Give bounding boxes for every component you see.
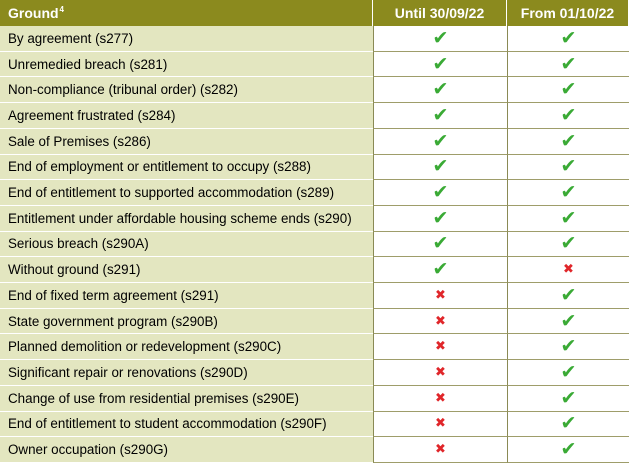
ground-cell: End of employment or entitlement to occu… <box>0 154 373 181</box>
ground-cell: Sale of Premises (s286) <box>0 128 373 155</box>
ground-cell: Unremedied breach (s281) <box>0 51 373 78</box>
from-cell: ✔ <box>507 180 629 206</box>
until-cell: ✖ <box>373 283 507 309</box>
until-cell: ✖ <box>373 385 507 412</box>
ground-cell: Entitlement under affordable housing sch… <box>0 205 373 232</box>
check-icon: ✔ <box>560 283 577 306</box>
check-icon: ✔ <box>432 181 449 204</box>
until-cell: ✔ <box>373 51 507 78</box>
check-icon: ✔ <box>560 206 577 229</box>
from-cell: ✔ <box>507 411 629 438</box>
header-until: Until 30/09/22 <box>373 0 507 26</box>
check-icon: ✔ <box>432 155 449 178</box>
from-cell: ✖ <box>507 257 629 284</box>
ground-cell: Serious breach (s290A) <box>0 231 373 258</box>
ground-cell: Without ground (s291) <box>0 257 373 284</box>
check-icon: ✔ <box>560 412 577 435</box>
check-icon: ✔ <box>432 78 449 101</box>
check-icon: ✔ <box>560 386 577 409</box>
until-cell: ✔ <box>373 180 507 206</box>
check-icon: ✔ <box>560 52 577 75</box>
header-from: From 01/10/22 <box>507 0 629 26</box>
from-cell: ✔ <box>507 360 629 386</box>
until-cell: ✖ <box>373 360 507 386</box>
from-cell: ✔ <box>507 231 629 258</box>
until-cell: ✔ <box>373 154 507 181</box>
check-icon: ✔ <box>560 181 577 204</box>
ground-cell: End of fixed term agreement (s291) <box>0 283 373 309</box>
check-icon: ✔ <box>560 361 577 384</box>
check-icon: ✔ <box>560 103 577 126</box>
until-cell: ✖ <box>373 437 507 463</box>
check-icon: ✔ <box>560 78 577 101</box>
check-icon: ✔ <box>560 335 577 358</box>
check-icon: ✔ <box>560 309 577 332</box>
until-cell: ✔ <box>373 231 507 258</box>
until-cell: ✔ <box>373 103 507 129</box>
from-cell: ✔ <box>507 437 629 463</box>
ground-cell: Significant repair or renovations (s290D… <box>0 360 373 386</box>
check-icon: ✔ <box>432 103 449 126</box>
from-cell: ✔ <box>507 283 629 309</box>
from-cell: ✔ <box>507 308 629 335</box>
until-cell: ✖ <box>373 334 507 361</box>
ground-cell: Non-compliance (tribunal order) (s282) <box>0 77 373 104</box>
cross-icon: ✖ <box>435 339 446 355</box>
until-cell: ✔ <box>373 257 507 284</box>
until-cell: ✖ <box>373 308 507 335</box>
until-cell: ✖ <box>373 411 507 438</box>
from-cell: ✔ <box>507 385 629 412</box>
check-icon: ✔ <box>560 155 577 178</box>
from-cell: ✔ <box>507 26 629 52</box>
ground-cell: Owner occupation (s290G) <box>0 437 373 463</box>
from-cell: ✔ <box>507 205 629 232</box>
until-cell: ✔ <box>373 205 507 232</box>
cross-icon: ✖ <box>435 365 446 381</box>
check-icon: ✔ <box>432 258 449 281</box>
header-ground-label: Ground <box>8 5 59 21</box>
ground-cell: State government program (s290B) <box>0 308 373 335</box>
check-icon: ✔ <box>432 52 449 75</box>
cross-icon: ✖ <box>435 390 446 406</box>
ground-cell: Planned demolition or redevelopment (s29… <box>0 334 373 361</box>
check-icon: ✔ <box>560 232 577 255</box>
header-ground: Ground 4 <box>0 0 373 26</box>
ground-cell: Agreement frustrated (s284) <box>0 103 373 129</box>
check-icon: ✔ <box>432 232 449 255</box>
ground-cell: End of entitlement to student accommodat… <box>0 411 373 438</box>
until-cell: ✔ <box>373 128 507 155</box>
from-cell: ✔ <box>507 51 629 78</box>
ground-cell: End of entitlement to supported accommod… <box>0 180 373 206</box>
check-icon: ✔ <box>560 129 577 152</box>
from-cell: ✔ <box>507 128 629 155</box>
from-cell: ✔ <box>507 154 629 181</box>
from-cell: ✔ <box>507 77 629 104</box>
ground-cell: Change of use from residential premises … <box>0 385 373 412</box>
cross-icon: ✖ <box>435 416 446 432</box>
from-cell: ✔ <box>507 334 629 361</box>
check-icon: ✔ <box>432 206 449 229</box>
cross-icon: ✖ <box>435 442 446 458</box>
from-cell: ✔ <box>507 103 629 129</box>
ground-cell: By agreement (s277) <box>0 26 373 52</box>
cross-icon: ✖ <box>435 287 446 303</box>
footnote-marker: 4 <box>59 4 64 14</box>
check-icon: ✔ <box>432 26 449 49</box>
cross-icon: ✖ <box>563 262 574 278</box>
until-cell: ✔ <box>373 26 507 52</box>
until-cell: ✔ <box>373 77 507 104</box>
check-icon: ✔ <box>432 129 449 152</box>
check-icon: ✔ <box>560 438 577 461</box>
cross-icon: ✖ <box>435 313 446 329</box>
check-icon: ✔ <box>560 26 577 49</box>
